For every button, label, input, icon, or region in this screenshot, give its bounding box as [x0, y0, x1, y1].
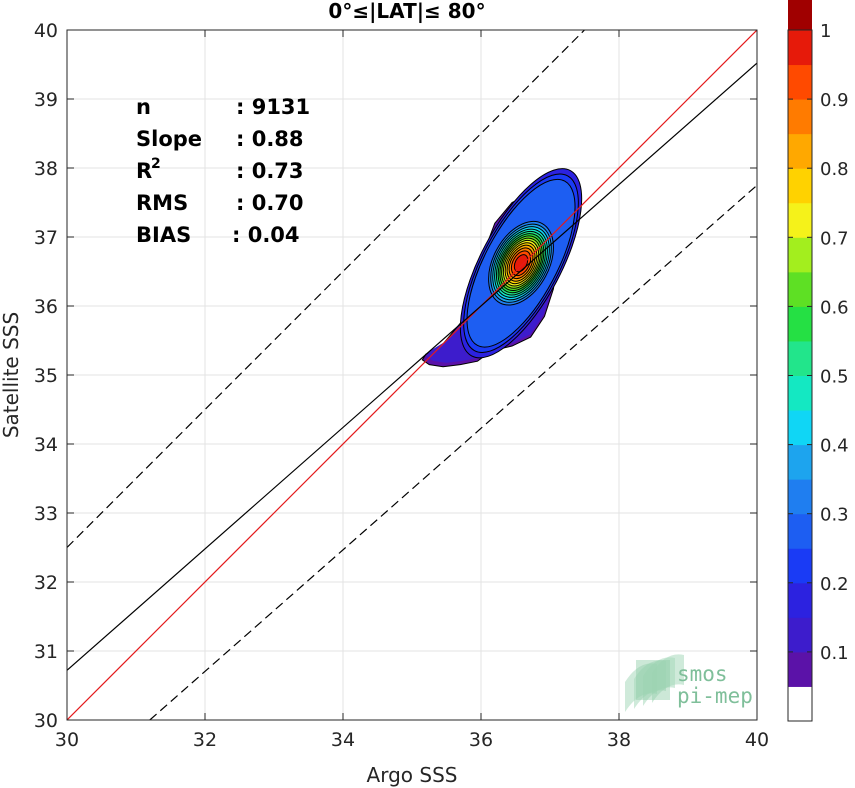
- colorbar-tick-label: 0.3: [820, 505, 849, 526]
- colorbar-segment: [788, 306, 812, 342]
- colorbar-segment: [788, 513, 812, 549]
- logo-text: pi-mep: [677, 684, 753, 708]
- stat-label: n: [136, 95, 151, 119]
- density-contours: [421, 168, 583, 368]
- colorbar-segment: [788, 30, 812, 66]
- colorbar-segment: [788, 479, 812, 515]
- y-tick-label: 33: [34, 503, 58, 525]
- stat-value: : 0.04: [232, 223, 300, 247]
- colorbar-segment: [788, 548, 812, 584]
- lower-bound-line: [149, 184, 757, 720]
- logo-grid-icon: [636, 660, 670, 700]
- y-tick-label: 40: [34, 20, 58, 42]
- colorbar-segment: [788, 582, 812, 618]
- colorbar-tick-label: 0.2: [820, 574, 849, 595]
- stat-label: R: [136, 159, 152, 183]
- colorbar-tick-label: 0.1: [820, 643, 849, 664]
- y-tick-label: 32: [34, 572, 58, 594]
- y-tick-label: 39: [34, 89, 58, 111]
- colorbar-segment: [788, 651, 812, 687]
- y-axis-ticks: 30 31 32 33 34 35 36 37 38 39 40: [34, 20, 757, 732]
- identity-line: [67, 30, 757, 720]
- colorbar: 0.1 0.2 0.3 0.4 0.5 0.6 0.7 0.8 0.9 1: [787, 0, 849, 722]
- upper-bound-line: [67, 30, 585, 548]
- y-tick-label: 34: [34, 434, 58, 456]
- colorbar-tick-label: 1: [820, 21, 831, 42]
- y-axis-label: Satellite SSS: [0, 312, 23, 438]
- reference-lines: [67, 30, 757, 720]
- x-tick-label: 40: [745, 729, 769, 751]
- colorbar-segment: [788, 410, 812, 446]
- colorbar-tick-label: 0.4: [820, 436, 849, 457]
- colorbar-segment: [788, 133, 812, 169]
- grid-lines: [66, 29, 758, 721]
- colorbar-segment: [788, 340, 812, 376]
- colorbar-tick-label: 0.8: [820, 159, 849, 180]
- y-tick-label: 37: [34, 227, 58, 249]
- colorbar-segment: [788, 202, 812, 238]
- y-tick-label: 31: [34, 641, 58, 663]
- chart-title: 0°≤|LAT|≤ 80°: [328, 0, 485, 23]
- colorbar-segment: [788, 617, 812, 653]
- x-tick-label: 30: [55, 729, 79, 751]
- x-tick-label: 38: [607, 729, 631, 751]
- statistics-panel: n : 9131 Slope : 0.88 R2 : 0.73 RMS : 0.70 BIAS:…: [136, 95, 310, 247]
- colorbar-tick-label: 0.9: [820, 90, 849, 111]
- colorbar-segment: [788, 444, 812, 480]
- colorbar-segment: [788, 99, 812, 135]
- colorbar-tick-label: 0.5: [820, 367, 849, 388]
- stat-value: : 9131: [236, 95, 310, 119]
- colorbar-tick-label: 0.7: [820, 228, 849, 249]
- colorbar-tick-label: 0.6: [820, 297, 849, 318]
- x-tick-label: 32: [193, 729, 217, 751]
- stat-value: : 0.70: [236, 191, 304, 215]
- stat-value: : 0.88: [236, 127, 304, 151]
- stat-label: RMS: [136, 191, 188, 215]
- stat-value: : 0.73: [236, 159, 304, 183]
- y-tick-label: 35: [34, 365, 58, 387]
- colorbar-segment: [788, 168, 812, 204]
- colorbar-segment: [788, 375, 812, 411]
- x-tick-label: 36: [469, 729, 493, 751]
- y-tick-label: 36: [34, 296, 58, 318]
- stat-superscript: 2: [151, 156, 161, 172]
- y-tick-label: 38: [34, 158, 58, 180]
- colorbar-segment: [788, 271, 812, 307]
- x-tick-label: 34: [331, 729, 355, 751]
- x-axis-label: Argo SSS: [367, 763, 458, 787]
- logo-text: smos: [677, 662, 728, 686]
- x-axis-ticks: 30 32 34 36 38 40: [55, 30, 769, 751]
- stat-label: BIAS: [136, 223, 191, 247]
- colorbar-segment: [788, 237, 812, 273]
- colorbar-segment: [788, 0, 812, 31]
- y-tick-label: 30: [34, 710, 58, 732]
- stat-label: Slope: [136, 127, 202, 151]
- regression-line: [67, 62, 757, 671]
- colorbar-segment: [788, 64, 812, 100]
- logo-wave-icon: [652, 654, 684, 703]
- colorbar-segment: [788, 686, 812, 722]
